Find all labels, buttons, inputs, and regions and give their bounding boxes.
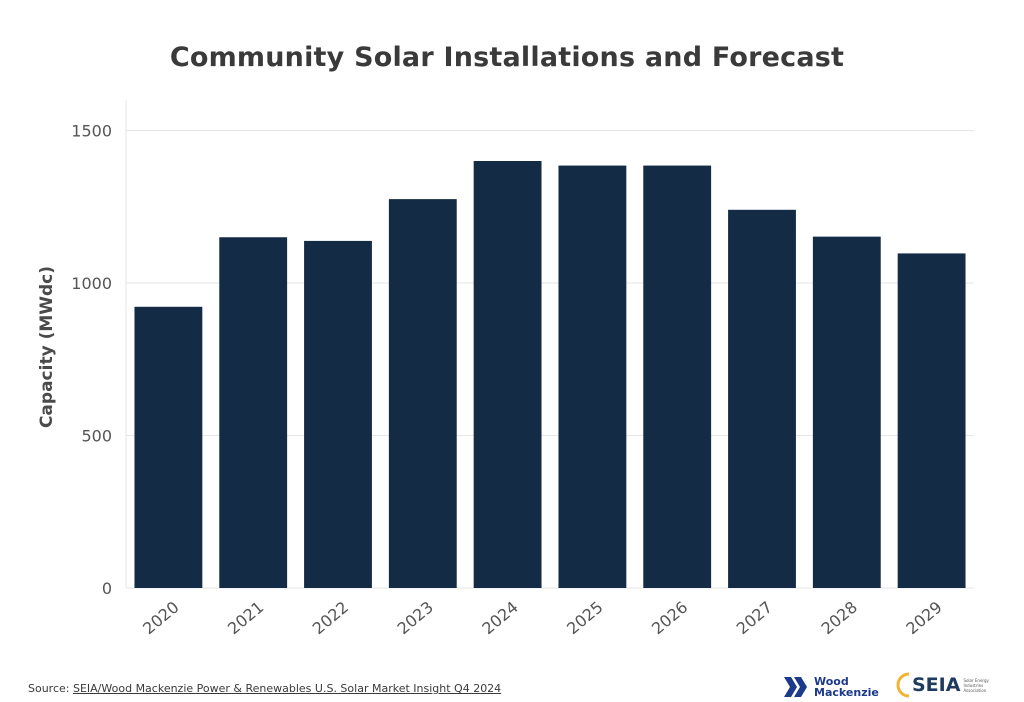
bar-2028 — [812, 236, 881, 588]
bars — [134, 161, 966, 589]
bar-2022 — [304, 240, 372, 588]
source-prefix: Source: — [28, 682, 73, 695]
source-note: Source: SEIA/Wood Mackenzie Power & Rene… — [28, 682, 501, 695]
bar-2025 — [558, 165, 627, 588]
chart-title: Community Solar Installations and Foreca… — [169, 42, 845, 73]
x-tick-label: 2023 — [394, 597, 437, 638]
seia-wordmark: SEIA — [912, 674, 961, 696]
y-tick-labels: 0 500 1000 1500 — [71, 122, 112, 599]
bar-2023 — [388, 199, 457, 588]
x-tick-label: 2021 — [224, 597, 267, 638]
bar-2021 — [219, 237, 288, 588]
x-tick-label: 2020 — [139, 597, 182, 638]
wood-mackenzie-logo: Wood Mackenzie — [784, 676, 879, 698]
x-tick-labels: 2020 2021 2022 2023 2024 2025 2026 2027 2028 2029 — [139, 597, 946, 638]
x-tick-label: 2024 — [478, 597, 521, 638]
x-tick-label: 2025 — [563, 597, 606, 638]
x-tick-label: 2022 — [309, 597, 352, 638]
x-tick-label: 2029 — [902, 597, 945, 638]
wood-mackenzie-mark-icon — [784, 677, 807, 697]
wood-mackenzie-wordmark: Wood Mackenzie — [814, 675, 879, 699]
x-tick-label: 2027 — [733, 597, 776, 638]
bar-2026 — [643, 165, 712, 588]
seia-tagline: Solar Energy Industries Association — [963, 677, 989, 693]
bar-2020 — [134, 306, 203, 588]
y-tick-label: 1500 — [71, 122, 112, 141]
bar-2029 — [897, 253, 966, 589]
bar-2024 — [473, 161, 542, 588]
x-tick-label: 2028 — [818, 597, 861, 638]
bar-2027 — [728, 209, 796, 589]
y-tick-label: 0 — [102, 579, 112, 598]
y-axis-label: Capacity (MWdc) — [37, 265, 57, 429]
seia-sun-icon — [896, 672, 910, 698]
seia-logo: SEIA Solar Energy Industries Association — [896, 672, 993, 698]
y-tick-label: 500 — [81, 427, 112, 446]
source-link[interactable]: SEIA/Wood Mackenzie Power & Renewables U… — [72, 682, 502, 695]
x-tick-label: 2026 — [648, 597, 691, 638]
y-tick-label: 1000 — [71, 274, 112, 293]
